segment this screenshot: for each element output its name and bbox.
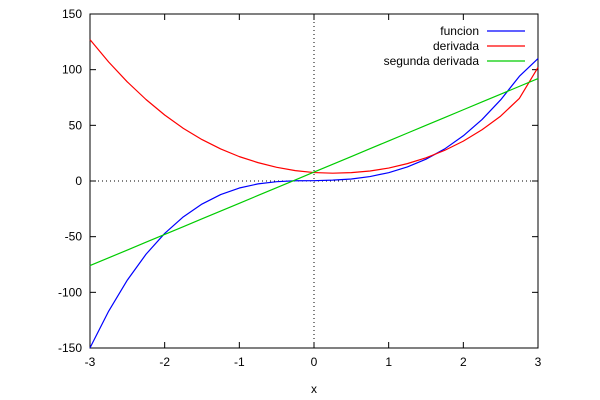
y-tick-labels: -150 -100 -50 0 50 100 150 (58, 7, 82, 355)
y-tick-label: 50 (69, 118, 83, 132)
y-tick-label: 0 (75, 174, 82, 188)
x-tick-label: 2 (460, 355, 467, 369)
x-tick-label: -3 (85, 355, 96, 369)
series-line-segunda-derivada (89, 78, 539, 267)
x-tick-label: 1 (385, 355, 392, 369)
x-tick-label: 3 (535, 355, 542, 369)
y-tick-label: -100 (58, 285, 82, 299)
series-line-funcion (89, 58, 539, 349)
legend-label: derivada (433, 39, 479, 53)
x-tick-label: 0 (311, 355, 318, 369)
x-axis-title: x (311, 382, 317, 396)
x-tick-labels: -3 -2 -1 0 1 2 3 (85, 355, 542, 369)
legend-label: segunda derivada (384, 54, 480, 68)
y-tick-label: -50 (65, 230, 83, 244)
series-lines (89, 39, 539, 349)
y-tick-label: -150 (58, 341, 82, 355)
tick-marks (89, 13, 539, 349)
y-tick-label: 150 (62, 7, 82, 21)
legend-label: funcion (440, 24, 479, 38)
y-tick-label: 100 (62, 63, 82, 77)
x-tick-label: -1 (234, 355, 245, 369)
x-tick-label: -2 (159, 355, 170, 369)
